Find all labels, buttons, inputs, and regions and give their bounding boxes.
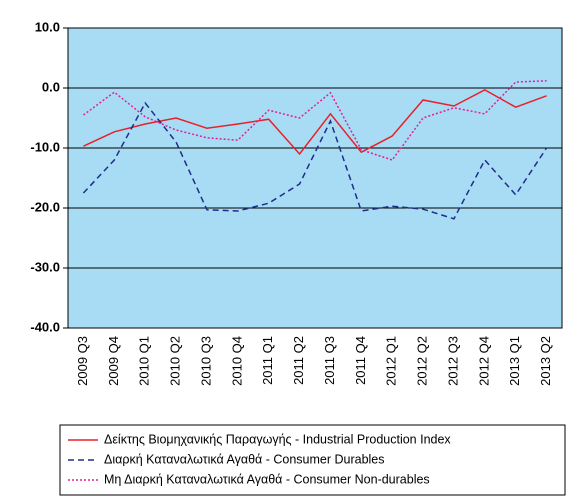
y-tick-label: -30.0 xyxy=(30,259,60,274)
x-tick-label: 2010 Q1 xyxy=(137,336,152,386)
x-tick-label: 2013 Q1 xyxy=(507,336,522,386)
y-tick-label: 10.0 xyxy=(35,19,60,34)
x-tick-label: 2009 Q3 xyxy=(75,336,90,386)
x-tick-label: 2012 Q1 xyxy=(384,336,399,386)
y-tick-label: -40.0 xyxy=(30,319,60,334)
legend-label: Δείκτης Βιομηχανικής Παραγωγής - Industr… xyxy=(104,432,451,446)
x-tick-label: 2012 Q2 xyxy=(415,336,430,386)
y-tick-label: 0.0 xyxy=(42,79,60,94)
series-line xyxy=(82,80,547,161)
x-tick-label: 2010 Q3 xyxy=(198,336,213,386)
legend-label: Μη Διαρκή Καταναλωτικά Αγαθά - Consumer … xyxy=(104,472,430,486)
x-tick-label: 2011 Q4 xyxy=(353,336,368,385)
x-tick-label: 2013 Q2 xyxy=(538,336,553,386)
legend-label: Διαρκή Καταναλωτικά Αγαθά - Consumer Dur… xyxy=(104,452,385,466)
series-line xyxy=(82,101,548,220)
x-tick-label: 2009 Q4 xyxy=(106,336,121,386)
legend-box xyxy=(59,424,566,496)
x-tick-label: 2011 Q1 xyxy=(260,336,275,385)
x-tick-label: 2010 Q4 xyxy=(229,336,244,386)
x-tick-label: 2011 Q3 xyxy=(322,336,337,385)
x-tick-label: 2012 Q4 xyxy=(476,336,491,386)
y-tick-label: -10.0 xyxy=(30,139,60,154)
y-tick-label: -20.0 xyxy=(30,199,60,214)
x-tick-label: 2011 Q2 xyxy=(291,336,306,385)
plot-area xyxy=(67,27,563,329)
series-line xyxy=(83,88,547,156)
x-tick-label: 2012 Q3 xyxy=(445,336,460,386)
x-tick-label: 2010 Q2 xyxy=(168,336,183,386)
